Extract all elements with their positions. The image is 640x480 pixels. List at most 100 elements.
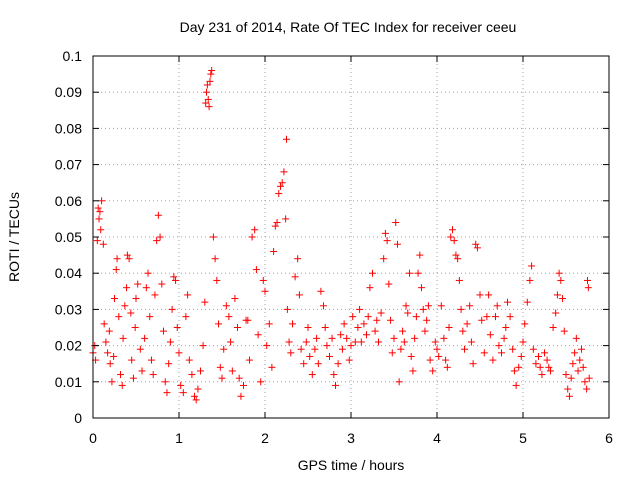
data-point xyxy=(429,367,437,375)
data-point xyxy=(447,233,455,241)
data-point xyxy=(472,240,480,248)
data-point xyxy=(392,219,400,227)
data-point xyxy=(95,215,103,223)
data-point xyxy=(557,276,565,284)
data-point xyxy=(105,327,113,335)
data-point xyxy=(172,276,180,284)
data-point xyxy=(211,255,219,263)
data-point xyxy=(121,302,129,310)
data-point xyxy=(271,222,279,230)
data-point xyxy=(461,345,469,353)
data-point xyxy=(486,331,494,339)
data-point xyxy=(161,378,169,386)
data-point xyxy=(423,316,431,324)
data-point xyxy=(235,374,243,382)
data-point xyxy=(362,331,370,339)
data-point xyxy=(412,313,420,321)
data-point xyxy=(437,302,445,310)
data-point xyxy=(459,327,467,335)
y-tick-label: 0.05 xyxy=(55,229,82,245)
data-point xyxy=(283,305,291,313)
chart-title: Day 231 of 2014, Rate Of TEC Index for r… xyxy=(180,19,517,35)
data-point xyxy=(220,345,228,353)
data-point xyxy=(337,331,345,339)
x-tick-label: 2 xyxy=(261,430,269,446)
data-point xyxy=(431,338,439,346)
data-point xyxy=(572,334,580,342)
data-point xyxy=(538,371,546,379)
data-point xyxy=(158,280,166,288)
data-point xyxy=(387,316,395,324)
data-point xyxy=(334,360,342,368)
data-point xyxy=(478,316,486,324)
data-point xyxy=(340,320,348,328)
data-point xyxy=(326,352,333,360)
data-point xyxy=(283,135,290,143)
data-point xyxy=(268,363,276,371)
data-point xyxy=(555,269,563,277)
y-tick-label: 0.02 xyxy=(55,338,82,354)
data-point xyxy=(385,280,393,288)
data-point xyxy=(433,345,441,353)
data-point xyxy=(480,349,488,357)
data-point xyxy=(263,342,271,350)
data-point xyxy=(416,251,424,259)
data-point xyxy=(125,255,133,263)
data-point xyxy=(179,389,187,397)
data-point xyxy=(526,276,534,284)
data-point xyxy=(208,66,216,74)
data-point xyxy=(567,374,575,382)
data-point xyxy=(512,381,520,389)
data-point xyxy=(571,349,579,357)
data-point xyxy=(454,255,462,263)
data-point xyxy=(560,327,568,335)
data-point xyxy=(111,295,118,303)
data-point xyxy=(448,226,456,234)
data-point xyxy=(356,305,364,313)
y-tick-label: 0.04 xyxy=(55,265,82,281)
data-point xyxy=(257,378,265,386)
data-point xyxy=(237,392,245,400)
data-point xyxy=(259,276,267,284)
data-point xyxy=(240,381,247,389)
data-point xyxy=(190,392,198,400)
y-tick-label: 0.01 xyxy=(55,374,82,390)
data-point xyxy=(100,320,108,328)
data-point xyxy=(397,345,405,353)
data-point xyxy=(414,269,422,277)
data-point xyxy=(390,334,398,342)
data-point xyxy=(506,313,514,321)
data-point xyxy=(405,269,413,277)
x-axis-label: GPS time / hours xyxy=(298,457,405,473)
data-point xyxy=(552,309,560,317)
data-point xyxy=(228,367,236,375)
data-point xyxy=(94,204,102,212)
data-point xyxy=(246,356,254,364)
data-point xyxy=(495,342,503,350)
data-point xyxy=(96,208,104,216)
data-point xyxy=(377,309,385,317)
data-point xyxy=(332,381,340,389)
data-point xyxy=(476,291,484,299)
data-point xyxy=(233,324,241,331)
data-point xyxy=(291,273,299,281)
data-point xyxy=(117,371,125,379)
data-point xyxy=(373,316,381,324)
data-point xyxy=(360,320,368,328)
data-point xyxy=(349,313,357,321)
data-point xyxy=(469,360,477,368)
data-point xyxy=(375,338,383,346)
data-point xyxy=(500,334,508,342)
data-point xyxy=(584,284,592,292)
data-point xyxy=(547,367,555,375)
data-point xyxy=(308,371,316,379)
data-point xyxy=(443,363,451,371)
data-point xyxy=(201,298,209,306)
data-point xyxy=(270,247,278,255)
data-point xyxy=(404,309,412,317)
data-point xyxy=(400,338,408,346)
data-point xyxy=(424,302,432,310)
data-point xyxy=(473,244,481,252)
data-point xyxy=(579,363,587,371)
data-point xyxy=(218,374,226,382)
